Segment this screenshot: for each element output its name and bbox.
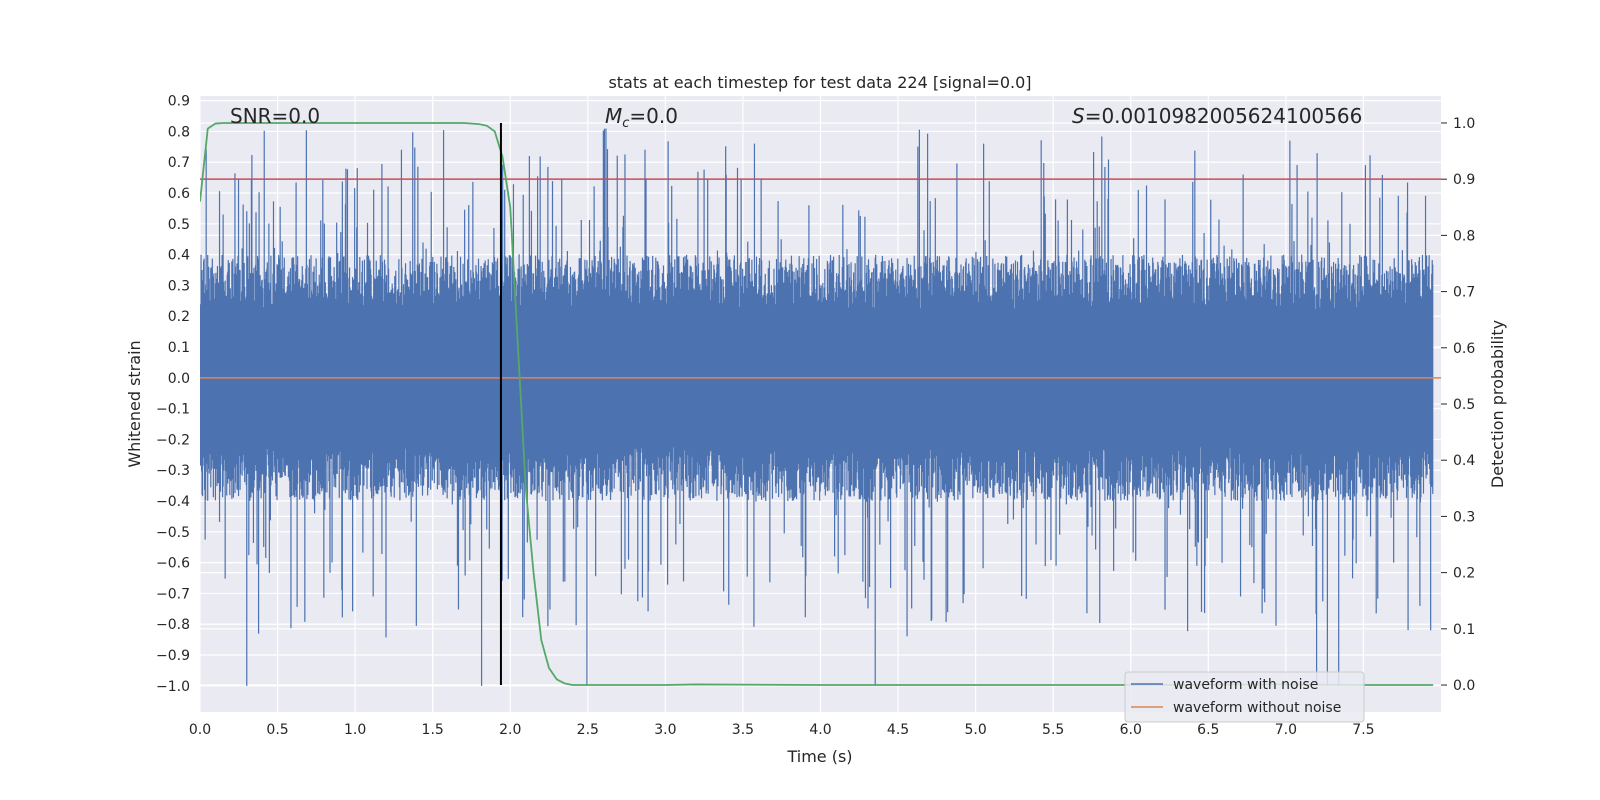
- series-waveform-with-noise: [200, 128, 1434, 686]
- y-tick-label: −1.0: [156, 679, 190, 695]
- y2-tick-label: 0.1: [1453, 622, 1475, 638]
- y2-tick-label: 0.2: [1453, 566, 1475, 582]
- y-tick-label: −0.3: [156, 463, 190, 479]
- y2-tick-label: 0.9: [1453, 172, 1475, 188]
- mc-symbol: M: [605, 104, 622, 128]
- y2-tick-label: 0.0: [1453, 678, 1475, 694]
- y2-tick-label: 1.0: [1453, 116, 1475, 132]
- y2-tick-label: 0.8: [1453, 228, 1475, 244]
- x-tick-label: 4.0: [809, 722, 831, 738]
- legend-box: [1124, 671, 1365, 723]
- legend-label-waveform-without-noise: waveform without noise: [1173, 700, 1341, 716]
- x-tick-label: 7.5: [1352, 722, 1374, 738]
- annotation-s: S=0.0010982005624100566: [1072, 104, 1362, 128]
- annotation-snr: SNR=0.0: [230, 104, 320, 128]
- mc-value: =0.0: [629, 104, 678, 128]
- y2-axis-label: Detection probability: [1488, 320, 1507, 488]
- x-tick-label: 3.5: [732, 722, 754, 738]
- y-tick-label: 0.9: [168, 94, 190, 110]
- y-tick-label: 0.0: [168, 371, 190, 387]
- y-tick-label: 0.8: [168, 124, 190, 140]
- x-tick-label: 6.0: [1120, 722, 1142, 738]
- x-tick-label: 5.0: [964, 722, 986, 738]
- y-tick-label: −0.2: [156, 432, 190, 448]
- x-tick-label: 5.5: [1042, 722, 1064, 738]
- x-tick-label: 1.0: [344, 722, 366, 738]
- y-tick-label: 0.2: [168, 309, 190, 325]
- y-tick-label: 0.5: [168, 217, 190, 233]
- x-tick-label: 3.0: [654, 722, 676, 738]
- y2-tick-label: 0.3: [1453, 509, 1475, 525]
- x-tick-label: 1.5: [422, 722, 444, 738]
- y-axis-ticks: 0.9 0.8 0.7 0.6 0.5 0.4 0.3 0.2 0.1 0.0 −0.1 −0.2 −0…: [156, 94, 190, 695]
- y2-axis-ticks: 1.0 0.9 0.8 0.7 0.6 0.5 0.4 0.3 0.2 0.1 0.0: [1441, 116, 1475, 694]
- y-tick-label: 0.3: [168, 278, 190, 294]
- x-tick-label: 2.5: [577, 722, 599, 738]
- y-tick-label: −0.1: [156, 402, 190, 418]
- y2-tick-label: 0.7: [1453, 285, 1475, 301]
- legend-label-waveform-with-noise: waveform with noise: [1173, 677, 1318, 693]
- x-tick-label: 6.5: [1197, 722, 1219, 738]
- y2-tick-label: 0.6: [1453, 341, 1475, 357]
- y-tick-label: −0.5: [156, 525, 190, 541]
- s-value: =0.0010982005624100566: [1085, 104, 1363, 128]
- x-axis-ticks: 0.0 0.5 1.0 1.5 2.0 2.5 3.0 3.5 4.0 4.5 5.0 5.5 6.0 6…: [189, 722, 1375, 738]
- y-tick-label: −0.4: [156, 494, 190, 510]
- s-symbol: S: [1072, 104, 1085, 128]
- annotation-chirp-mass: Mc=0.0: [605, 104, 678, 131]
- series-detection-probability: [200, 122, 1434, 686]
- y-tick-label: 0.4: [168, 248, 190, 264]
- x-tick-label: 4.5: [887, 722, 909, 738]
- y-tick-label: −0.9: [156, 648, 190, 664]
- x-tick-label: 2.0: [499, 722, 521, 738]
- y2-tick-label: 0.4: [1453, 453, 1475, 469]
- mc-subscript: c: [622, 116, 629, 131]
- y-tick-label: 0.7: [168, 155, 190, 171]
- x-tick-label: 7.0: [1275, 722, 1297, 738]
- y-tick-label: −0.8: [156, 617, 190, 633]
- x-axis-label: Time (s): [786, 747, 852, 766]
- y-tick-label: −0.6: [156, 556, 190, 572]
- x-tick-label: 0.5: [266, 722, 288, 738]
- y2-tick-label: 0.5: [1453, 397, 1475, 413]
- y-tick-label: 0.6: [168, 186, 190, 202]
- legend: waveform with noise waveform without noi…: [1124, 671, 1365, 723]
- y-tick-label: 0.1: [168, 340, 190, 356]
- y-tick-label: −0.7: [156, 586, 190, 602]
- y-axis-label: Whitened strain: [125, 340, 144, 467]
- chart-title: stats at each timestep for test data 224…: [608, 73, 1031, 92]
- x-tick-label: 0.0: [189, 722, 211, 738]
- plot-area: [200, 122, 1441, 686]
